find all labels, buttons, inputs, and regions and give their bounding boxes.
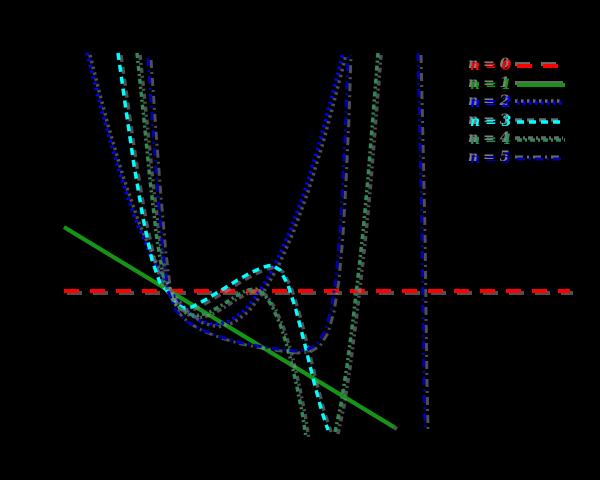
legend-item-label: n = 5 xyxy=(470,150,512,167)
legend-item-5: n = 5 xyxy=(470,150,588,169)
legend-item-2: n = 2 xyxy=(470,94,588,113)
legend-item-1: n = 1 xyxy=(470,76,588,95)
legend-item-0: n = 0 xyxy=(470,57,588,76)
legend-line-sample xyxy=(517,138,565,142)
legend-item-label: n = 1 xyxy=(470,76,512,93)
curve-4 xyxy=(333,52,380,433)
legend-line-sample xyxy=(517,101,565,105)
legend-item-label: n = 4 xyxy=(470,132,512,149)
curve-3 xyxy=(116,52,330,431)
curve-2 xyxy=(85,52,345,327)
legend-line-sample xyxy=(517,82,565,87)
curve-5 xyxy=(416,52,427,429)
legend-item-4: n = 4 xyxy=(470,131,588,150)
curve-4 xyxy=(135,52,308,438)
legend-line-sample xyxy=(517,64,565,69)
legend-line-sample xyxy=(517,157,565,161)
legend-item-3: n = 3 xyxy=(470,113,588,132)
curves-group xyxy=(62,52,570,438)
legend-item-label: n = 3 xyxy=(470,113,512,130)
legend-line-sample xyxy=(517,120,565,124)
legend-item-label: n = 2 xyxy=(470,95,512,112)
curve-1 xyxy=(62,225,396,429)
legend-item-label: n = 0 xyxy=(470,58,512,75)
curve-5 xyxy=(146,52,350,353)
